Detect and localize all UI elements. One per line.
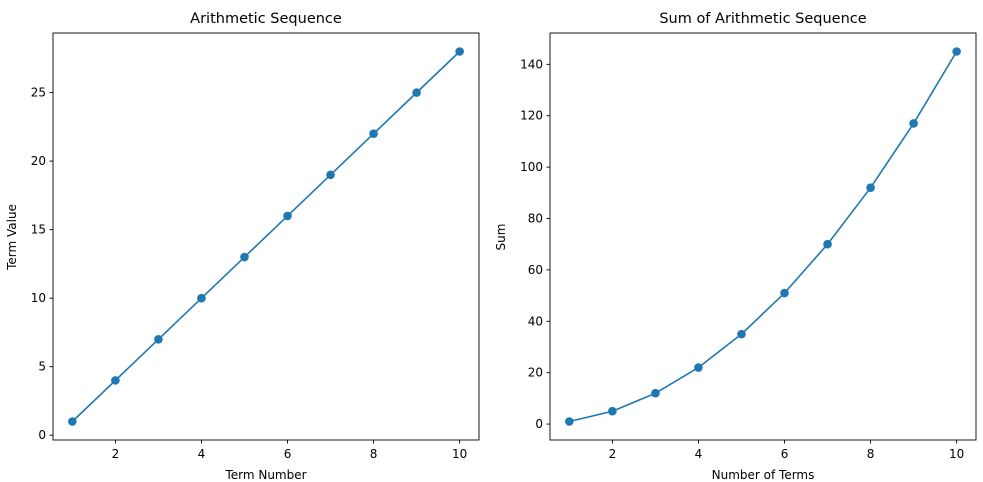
data-point: [154, 334, 163, 344]
x-tick-label: 8: [867, 447, 875, 461]
x-axis-label: Term Number: [224, 468, 306, 482]
subplot-sum-of-arithmetic-sequence: Sum of Arithmetic Sequence Number of Ter…: [494, 11, 977, 482]
series-line: [71, 50, 461, 423]
x-tick-label: 8: [370, 447, 378, 461]
data-point: [412, 88, 421, 97]
axes-frame: [52, 32, 480, 441]
y-tick-label: 20: [31, 154, 46, 168]
x-tick-label: 4: [198, 447, 206, 461]
data-point: [909, 119, 918, 128]
subplot-arithmetic-sequence: Arithmetic Sequence Term Number Term Val…: [5, 11, 480, 482]
x-tick-label: 6: [284, 447, 292, 461]
chart-title: Sum of Arithmetic Sequence: [659, 11, 866, 27]
axes-frame: [549, 32, 977, 441]
data-point: [780, 288, 789, 298]
data-point: [952, 47, 961, 56]
y-axis-label: Term Value: [5, 204, 19, 271]
data-point: [197, 293, 206, 303]
x-tick-label: 4: [695, 447, 703, 461]
x-tick-label: 10: [949, 447, 964, 461]
x-axis-label: Number of Terms: [712, 468, 815, 482]
data-point: [326, 170, 335, 180]
data-point: [369, 129, 378, 139]
data-point: [68, 417, 77, 426]
y-tick-label: 40: [528, 314, 543, 328]
y-tick-label: 100: [520, 160, 543, 174]
data-point: [608, 406, 617, 416]
data-point: [111, 376, 120, 385]
series-line: [569, 51, 958, 423]
data-point: [455, 47, 464, 56]
data-point: [866, 183, 875, 192]
x-tick-label: 6: [781, 447, 789, 461]
y-tick-label: 80: [528, 212, 543, 226]
data-point: [823, 239, 832, 249]
x-tick-label: 10: [452, 447, 467, 461]
y-tick-label: 10: [31, 291, 46, 305]
y-tick-label: 140: [520, 57, 543, 71]
y-tick-label: 0: [38, 428, 46, 442]
data-point: [651, 388, 660, 398]
y-tick-label: 0: [535, 417, 543, 431]
y-tick-label: 15: [31, 223, 46, 237]
plot-area: [565, 47, 961, 426]
y-tick-label: 5: [38, 360, 46, 374]
data-point: [565, 417, 574, 426]
y-tick-label: 60: [528, 263, 543, 277]
x-tick-label: 2: [112, 447, 120, 461]
y-tick-label: 120: [520, 109, 543, 123]
data-point: [694, 363, 703, 372]
data-point: [240, 252, 249, 262]
chart-title: Arithmetic Sequence: [190, 11, 342, 27]
data-point: [737, 329, 746, 339]
data-point: [283, 211, 292, 221]
y-tick-label: 20: [528, 366, 543, 380]
y-tick-label: 25: [31, 86, 46, 100]
plot-area: [68, 47, 464, 426]
y-axis-label: Sum: [494, 224, 508, 251]
x-tick-label: 2: [609, 447, 617, 461]
